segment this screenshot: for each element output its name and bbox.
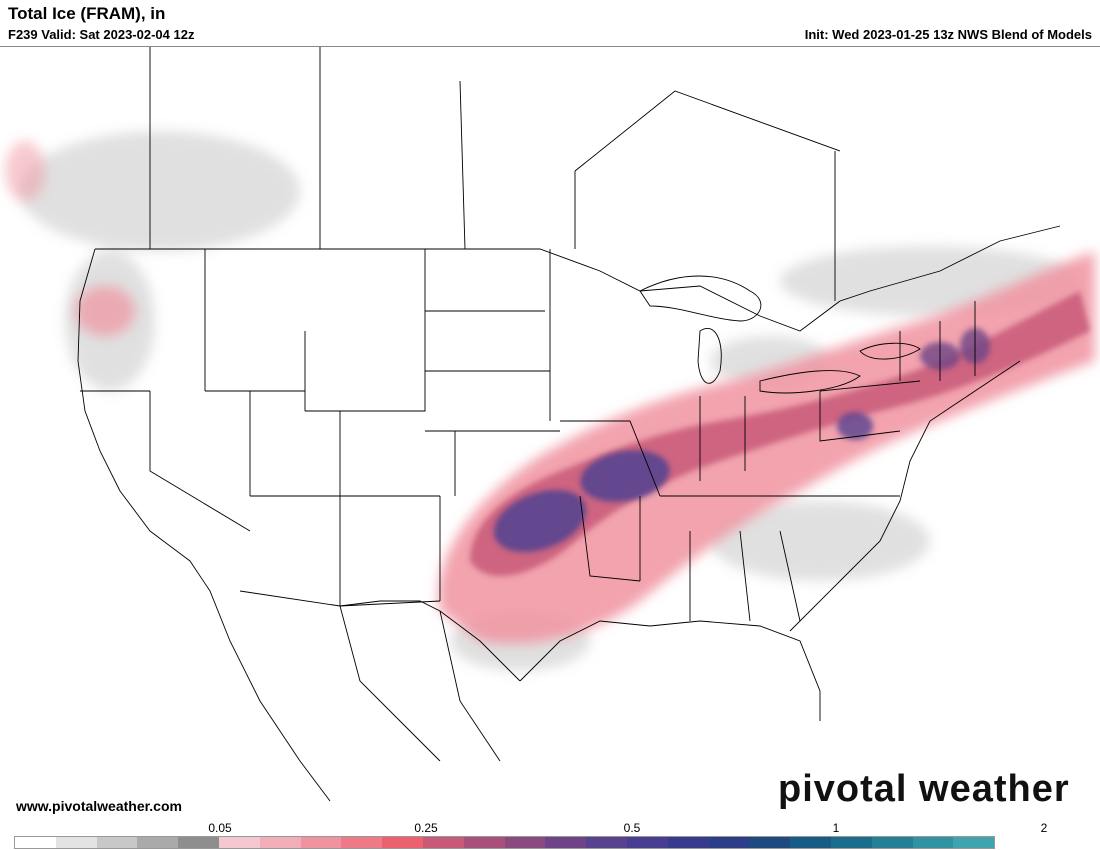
colorbar-swatch [790, 837, 831, 848]
colorbar-swatch [708, 837, 750, 848]
colorbar-swatch [178, 837, 219, 848]
colorbar-swatch [55, 837, 97, 848]
colorbar-tick: 2 [1040, 821, 1048, 835]
init-time: Init: Wed 2023-01-25 13z NWS Blend of Mo… [804, 27, 1092, 42]
colorbar-swatch [137, 837, 179, 848]
map-title: Total Ice (FRAM), in [8, 4, 166, 23]
colorbar-swatch [871, 837, 913, 848]
colorbar-swatch [463, 837, 505, 848]
colorbar-tick: 1 [832, 821, 840, 835]
colorbar: 0.05 0.25 0.5 1 2 [14, 821, 1086, 850]
colorbar-tick: 0.25 [414, 821, 438, 835]
colorbar-swatch [15, 837, 56, 848]
colorbar-swatch [218, 837, 260, 848]
website-url: www.pivotalweather.com [16, 798, 182, 814]
colorbar-swatch [667, 837, 709, 848]
header: Total Ice (FRAM), in F239 Valid: Sat 202… [0, 0, 1100, 46]
colorbar-swatch [422, 837, 464, 848]
brand-logo: pivotal weather [778, 768, 1070, 810]
colorbar-swatch [341, 837, 383, 848]
ice-map[interactable] [0, 46, 1100, 820]
colorbar-tick: 0.05 [208, 821, 232, 835]
colorbar-tick: 0.5 [623, 821, 641, 835]
colorbar-swatch [830, 837, 872, 848]
colorbar-swatch [259, 837, 301, 848]
heavy-ice-shading [470, 291, 1090, 577]
colorbar-swatch [626, 837, 668, 848]
light-ice-shading [20, 131, 1080, 671]
colorbar-swatch [300, 837, 342, 848]
colorbar-swatch [545, 837, 587, 848]
colorbar-swatch [912, 837, 954, 848]
colorbar-swatch [749, 837, 791, 848]
valid-time: F239 Valid: Sat 2023-02-04 12z [8, 27, 195, 42]
map-canvas [5, 47, 1095, 802]
state-boundaries [77, 47, 1061, 802]
colorbar-swatches [14, 836, 996, 849]
colorbar-swatch [382, 837, 423, 848]
colorbar-swatch [586, 837, 627, 848]
colorbar-swatch [504, 837, 546, 848]
colorbar-swatch [953, 837, 995, 848]
colorbar-swatch [96, 837, 138, 848]
